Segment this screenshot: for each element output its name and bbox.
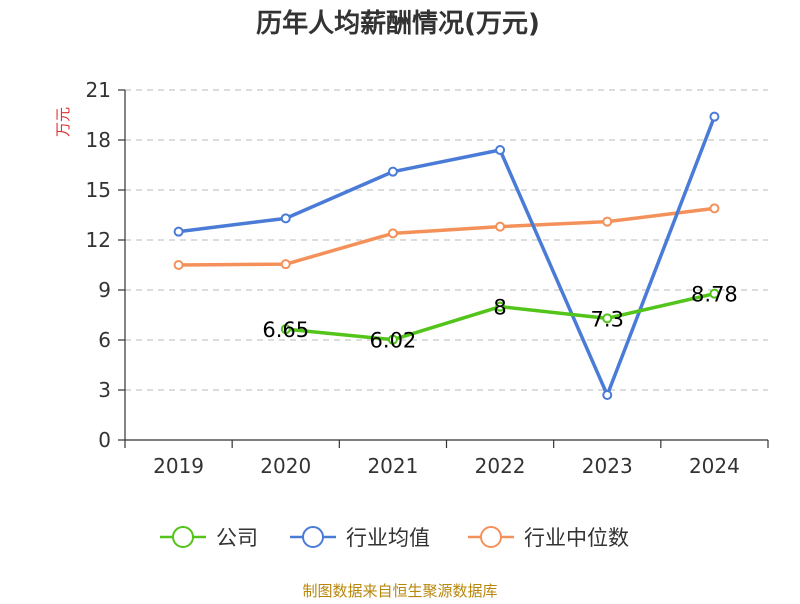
data-point-0 — [387, 334, 398, 345]
y-tick-label: 9 — [98, 278, 111, 302]
data-label: 7.3 — [591, 307, 624, 331]
x-tick-label: 2023 — [582, 454, 633, 478]
series-line-2 — [176, 206, 717, 267]
data-label: 6.65 — [262, 318, 309, 342]
x-tick-label: 2019 — [153, 454, 204, 478]
y-tick-label: 18 — [86, 128, 111, 152]
legend-label: 公司 — [216, 526, 258, 550]
data-point-1 — [709, 111, 720, 122]
data-point-1 — [387, 166, 398, 177]
series-line-1 — [176, 114, 717, 397]
legend-item-2: 行业中位数 — [468, 526, 629, 550]
x-tick-label: 2024 — [689, 454, 740, 478]
data-point-0 — [602, 313, 613, 324]
y-tick-label: 6 — [98, 328, 111, 352]
y-axis-label: 万元 — [54, 107, 72, 137]
source-note: 制图数据来自恒生聚源数据库 — [302, 582, 497, 600]
y-tick-label: 12 — [86, 228, 111, 252]
chart-title: 历年人均薪酬情况(万元) — [256, 8, 540, 39]
legend-item-0: 公司 — [160, 526, 258, 550]
data-label: 8.78 — [691, 283, 738, 307]
data-point-1 — [495, 145, 506, 155]
data-point-1 — [280, 213, 291, 224]
data-point-2 — [495, 221, 506, 232]
legend-item-1: 行业均值 — [290, 526, 430, 550]
y-tick-label: 15 — [86, 178, 111, 202]
data-point-0 — [709, 288, 720, 299]
legend-marker-icon — [172, 526, 194, 548]
data-point-0 — [280, 324, 291, 335]
legend-marker-icon — [480, 526, 502, 548]
legend-label: 行业中位数 — [524, 526, 629, 550]
x-tick-label: 2020 — [260, 454, 311, 478]
legend-label: 行业均值 — [346, 526, 430, 550]
data-point-2 — [173, 260, 184, 270]
data-label: 6.02 — [370, 329, 417, 353]
y-tick-label: 0 — [98, 428, 111, 452]
y-tick-label: 21 — [86, 78, 111, 102]
data-point-2 — [387, 228, 398, 239]
data-label: 8 — [493, 296, 506, 320]
data-point-1 — [173, 226, 184, 237]
data-point-1 — [602, 390, 613, 400]
y-tick-label: 3 — [98, 378, 111, 402]
data-point-2 — [602, 216, 613, 227]
x-tick-label: 2022 — [475, 454, 526, 478]
data-point-2 — [280, 259, 291, 270]
data-point-2 — [709, 203, 720, 214]
data-point-0 — [495, 301, 506, 312]
legend-marker-icon — [302, 526, 324, 548]
x-tick-label: 2021 — [367, 454, 418, 478]
